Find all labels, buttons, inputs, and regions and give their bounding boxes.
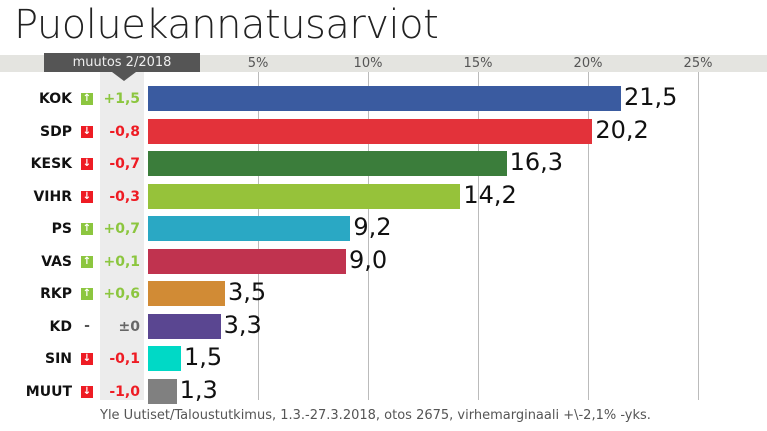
value-label: 1,3 <box>179 375 218 404</box>
x-tick-label: 10% <box>353 56 383 71</box>
party-label: KOK <box>39 91 72 107</box>
x-tick-label: 5% <box>247 56 269 71</box>
gridline <box>478 72 479 400</box>
change-value: -0,3 <box>109 188 140 205</box>
party-label: RKP <box>40 286 72 302</box>
bar-vihr <box>148 183 461 209</box>
arrow-up-icon: ↑ <box>81 93 93 105</box>
bar-kesk <box>148 151 507 176</box>
no-change-icon: - <box>84 317 90 334</box>
value-label: 9,2 <box>353 213 392 241</box>
value-label: 16,3 <box>509 148 564 176</box>
value-label: 21,5 <box>624 83 678 111</box>
change-value: ±0 <box>118 318 140 335</box>
arrow-down-icon: ↓ <box>81 353 93 365</box>
value-label: 20,2 <box>595 115 649 144</box>
x-tick-label: 25% <box>683 56 713 71</box>
bar-muut <box>148 378 177 404</box>
change-header-pointer <box>112 72 136 81</box>
change-value: +0,1 <box>103 253 140 270</box>
arrow-up-icon: ↑ <box>81 288 93 300</box>
gridline <box>698 72 699 400</box>
value-label: 14,2 <box>463 180 517 209</box>
party-label: VAS <box>41 253 72 270</box>
arrow-down-icon: ↓ <box>81 158 93 170</box>
party-label: SIN <box>44 351 72 367</box>
party-label: VIHR <box>33 188 72 205</box>
change-value: +0,6 <box>103 286 140 302</box>
value-label: 3,5 <box>228 278 267 306</box>
party-label: KD <box>49 318 72 335</box>
bar-sin <box>148 346 181 371</box>
value-label: 9,0 <box>349 245 388 274</box>
arrow-down-icon: ↓ <box>81 190 93 203</box>
change-value: -0,7 <box>109 156 140 172</box>
party-label: SDP <box>40 123 72 140</box>
change-value: -0,1 <box>109 351 140 367</box>
party-label: KESK <box>30 156 72 172</box>
bar-ps <box>148 216 351 241</box>
bar-rkp <box>148 281 225 306</box>
change-header: muutos 2/2018 <box>44 53 200 72</box>
change-value: -1,0 <box>109 383 140 400</box>
bar-kd <box>148 313 221 339</box>
party-label: PS <box>51 221 72 237</box>
arrow-down-icon: ↓ <box>81 125 93 138</box>
arrow-down-icon: ↓ <box>81 385 93 398</box>
gridline <box>588 72 589 400</box>
bar-vas <box>148 248 346 274</box>
x-tick-label: 20% <box>573 56 603 71</box>
value-label: 3,3 <box>223 310 262 339</box>
arrow-up-icon: ↑ <box>81 223 93 235</box>
change-value: +0,7 <box>103 221 140 237</box>
change-value: -0,8 <box>109 123 140 140</box>
bar-sdp <box>148 118 593 144</box>
gridline <box>368 72 369 400</box>
change-value: +1,5 <box>103 91 140 107</box>
chart-title: Puoluekannatusarviot <box>14 2 439 48</box>
arrow-up-icon: ↑ <box>81 255 93 268</box>
party-label: MUUT <box>25 383 72 400</box>
x-tick-label: 15% <box>463 56 493 71</box>
source-note: Yle Uutiset/Taloustutkimus, 1.3.-27.3.20… <box>100 408 651 423</box>
change-column <box>100 72 144 400</box>
value-label: 1,5 <box>184 343 223 371</box>
bar-kok <box>148 86 621 111</box>
